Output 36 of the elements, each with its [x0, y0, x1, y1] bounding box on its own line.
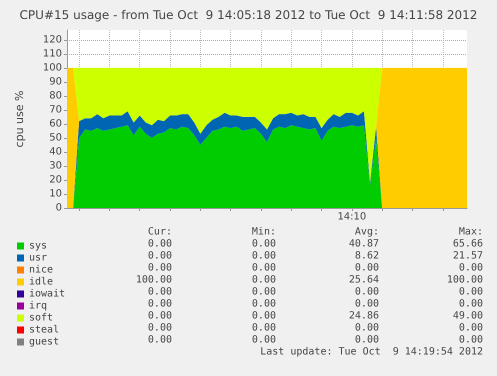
- y-tick-label: 90: [49, 76, 62, 88]
- chart-title: CPU#15 usage - from Tue Oct 9 14:05:18 2012 to Tue Oct 9 14:11:58 2012: [20, 8, 478, 22]
- text: Cur: Min: Avg: Max:: [148, 226, 483, 238]
- y-tick-label: 50: [49, 132, 62, 144]
- text: 0.00 0.00 0.00 0.00: [148, 322, 483, 334]
- text: 0.00 0.00 8.62 21.57: [148, 250, 483, 262]
- text: 100.00 0.00 25.64 100.00: [136, 274, 483, 286]
- text: 0.00 0.00 0.00 0.00: [148, 334, 483, 346]
- x-tick-label: 14:10: [337, 212, 366, 222]
- legend-label: nice: [29, 264, 54, 276]
- legend-label: guest: [29, 336, 60, 348]
- y-tick-label: 20: [49, 174, 62, 186]
- text: 0.00 0.00 0.00 0.00: [148, 262, 483, 274]
- legend-label: irq: [29, 300, 48, 312]
- text: 0.00 0.00 24.86 49.00: [148, 310, 483, 322]
- y-tick-label: 0: [56, 202, 62, 214]
- legend-label: soft: [29, 312, 54, 324]
- y-axis-title: cpu use %: [13, 90, 26, 148]
- legend-label: iowait: [29, 288, 66, 300]
- legend-label: steal: [29, 324, 60, 336]
- y-tick-label: 80: [49, 90, 62, 102]
- y-tick-label: 120: [42, 34, 62, 46]
- y-tick-label: 40: [49, 146, 62, 158]
- text: 0.00 0.00 0.00 0.00: [148, 286, 483, 298]
- y-tick-label: 110: [42, 48, 62, 60]
- text: 0.00 0.00 0.00 0.00: [148, 298, 483, 310]
- text: Last update: Tue Oct 9 14:19:54 2012: [260, 346, 484, 358]
- y-tick-label: 70: [49, 104, 62, 116]
- legend-label: usr: [29, 252, 48, 264]
- legend-label: idle: [29, 276, 54, 288]
- y-tick-label: 30: [49, 160, 62, 172]
- legend-label: sys: [29, 240, 48, 252]
- y-tick-label: 10: [49, 188, 62, 200]
- text: 0.00 0.00 40.87 65.66: [148, 238, 483, 250]
- y-tick-label: 100: [42, 62, 62, 74]
- y-tick-label: 60: [49, 118, 62, 130]
